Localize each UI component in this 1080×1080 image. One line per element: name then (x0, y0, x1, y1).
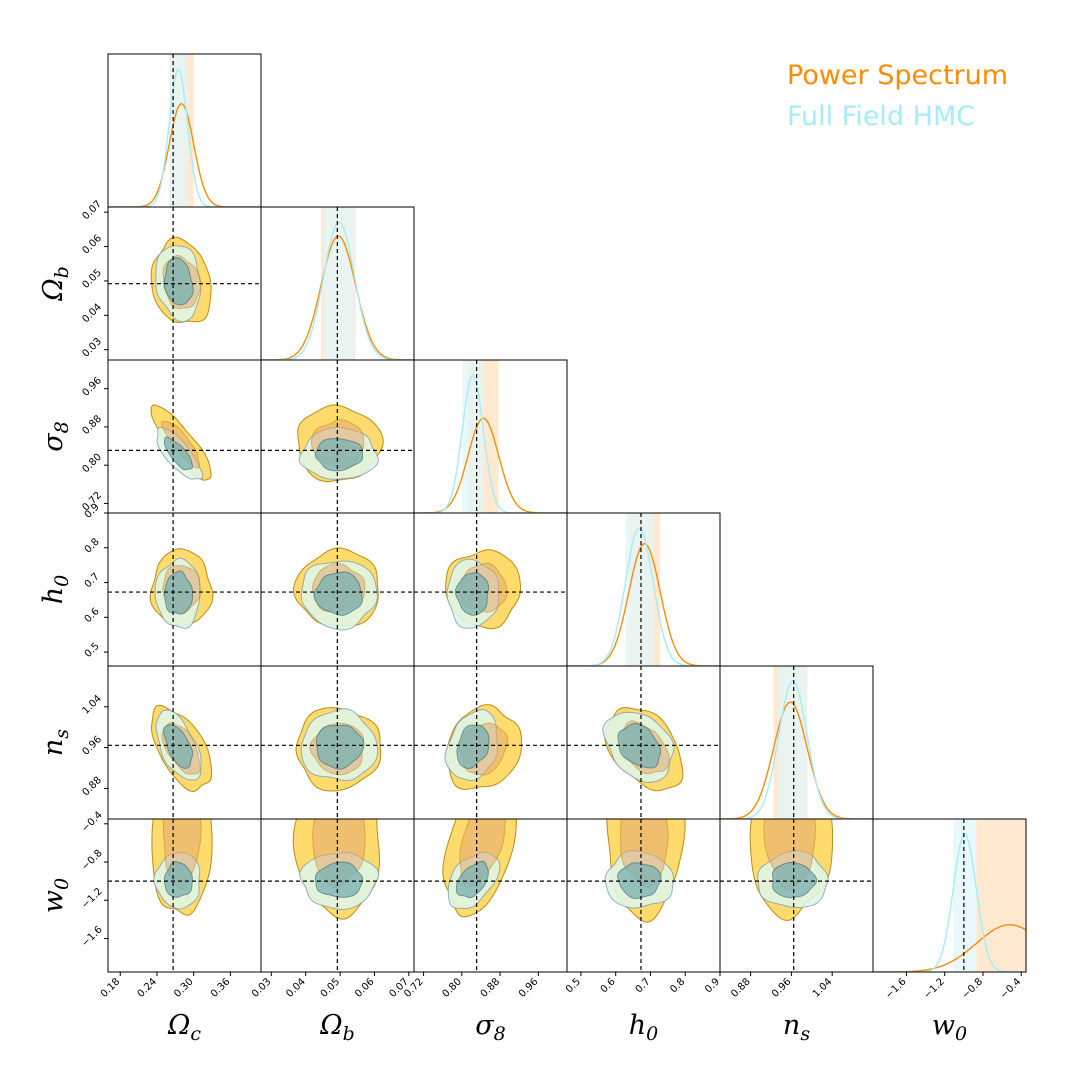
x-tick-label: −0.4 (998, 976, 1023, 1001)
panel-w0-σ8: 0.72 0.80 0.88 0.96 (402, 818, 568, 1000)
x-axis-label-Ωc: Ωc (167, 1010, 201, 1045)
contour-68-full-field-hmc (315, 724, 365, 770)
panel-σ8-Ωc: 0.720.800.880.96 (80, 359, 262, 514)
contour-68-full-field-hmc (163, 257, 194, 306)
contour-68-full-field-hmc (163, 861, 193, 898)
contour-68-full-field-hmc (313, 571, 363, 616)
panel-w0-h0: 0.5 0.6 0.7 0.8 0.9 (564, 818, 722, 995)
contour-68-full-field-hmc (164, 436, 193, 471)
legend-full-field-hmc: Full Field HMC (787, 101, 976, 132)
marginal-band-full-field-hmc (778, 666, 808, 819)
panel-w0-w0: −1.6 −1.2 −0.8 −0.4 (872, 818, 1027, 1001)
y-tick-label: 0.96 (80, 375, 104, 399)
panel-frame (872, 818, 1027, 973)
marginal-curve-full-field-hmc (414, 374, 567, 513)
x-tick-label: −0.8 (960, 976, 985, 1001)
y-tick-label: 0.07 (80, 199, 104, 223)
x-tick-label: 0.9 (703, 976, 722, 995)
marginal-band-power-spectrum (976, 819, 1026, 972)
marginal-curve-full-field-hmc (873, 833, 1026, 972)
contour-68-full-field-hmc (456, 724, 490, 770)
y-tick-label: 0.88 (80, 413, 104, 437)
panel-σ8-Ωb (260, 359, 415, 514)
panel-Ωb-Ωb (260, 206, 415, 361)
legend-power-spectrum: Power Spectrum (787, 60, 1009, 91)
x-tick-label: −1.2 (922, 976, 947, 1001)
panel-ns-Ωb (260, 665, 415, 820)
x-tick-label: 0.18 (99, 976, 123, 1000)
x-axis-label-Ωb: Ωb (319, 1010, 355, 1045)
x-tick-label: 0.7 (634, 976, 653, 995)
panel-h0-σ8 (413, 512, 568, 667)
y-tick-label: 0.8 (83, 536, 102, 555)
x-tick-label: 1.04 (811, 976, 835, 1000)
y-axis-label-w0: w0 (38, 878, 73, 913)
y-tick-label: 0.80 (80, 452, 104, 476)
x-tick-label: 0.05 (319, 976, 343, 1000)
x-tick-label: 0.88 (729, 976, 753, 1000)
marginal-curve-full-field-hmc (108, 68, 261, 207)
x-tick-label: 0.8 (668, 976, 687, 995)
y-tick-label: −1.2 (80, 886, 105, 911)
y-tick-label: 0.5 (83, 641, 102, 660)
marginal-band-full-field-hmc (169, 54, 188, 207)
y-tick-label: 0.7 (83, 571, 102, 590)
panel-w0-Ωc: 0.18 0.24 0.30 0.36 −1.6 −1.2 −0.8 −0.4 (80, 810, 262, 1000)
x-axis-label-w0: w0 (932, 1010, 967, 1045)
x-tick-label: 0.6 (599, 976, 618, 995)
x-tick-label: 0.96 (517, 976, 541, 1000)
y-axis-label-ns: ns (38, 729, 73, 756)
panel-ns-h0 (566, 665, 721, 820)
x-tick-label: 0.36 (209, 976, 233, 1000)
x-tick-label: 0.06 (353, 976, 377, 1000)
y-tick-label: 0.6 (83, 606, 102, 625)
y-tick-label: 1.04 (80, 693, 104, 717)
contour-68-full-field-hmc (455, 860, 489, 899)
panel-h0-Ωb (260, 512, 415, 667)
y-tick-label: 0.88 (80, 775, 104, 799)
x-tick-label: 0.80 (440, 976, 464, 1000)
x-axis-label-σ8: σ8 (475, 1010, 506, 1045)
y-axis-label-h0: h0 (38, 575, 73, 604)
panel-ns-ns (719, 665, 874, 820)
x-tick-label: 0.03 (250, 976, 274, 1000)
y-tick-label: 0.03 (80, 336, 104, 360)
panel-ns-Ωc: 0.88 0.96 1.04 (80, 665, 262, 820)
marginal-band-full-field-hmc (323, 207, 355, 360)
marginal-curve-power-spectrum (108, 103, 261, 207)
contour-68-full-field-hmc (454, 572, 489, 616)
x-tick-label: 0.96 (770, 976, 794, 1000)
y-tick-label: −0.8 (80, 848, 105, 873)
y-tick-label: 0.04 (80, 302, 104, 326)
y-axis-label-Ωb: Ωb (38, 266, 73, 302)
y-tick-label: 0.96 (80, 734, 104, 758)
panel-Ωc-Ωc (107, 53, 262, 208)
y-tick-label: 0.05 (80, 267, 104, 291)
x-tick-label: 0.04 (284, 976, 308, 1000)
contour-68-full-field-hmc (162, 724, 194, 769)
x-tick-label: 0.24 (136, 976, 160, 1000)
x-tick-label: 0.30 (172, 976, 196, 1000)
marginal-band-full-field-hmc (953, 819, 977, 972)
panel-h0-h0 (566, 512, 721, 667)
panel-σ8-σ8 (413, 359, 568, 514)
y-tick-label: −0.4 (80, 810, 105, 835)
panel-Ωb-Ωc: 0.03 0.04 0.05 0.06 0.07 (80, 199, 262, 361)
x-axis-label-h0: h0 (629, 1010, 658, 1045)
panel-ns-σ8 (413, 665, 568, 820)
y-tick-label: 0.06 (80, 233, 104, 257)
contour-68-full-field-hmc (771, 861, 818, 899)
contour-68-full-field-hmc (314, 438, 364, 472)
panel-w0-ns: 0.88 0.96 1.04 (719, 818, 874, 1000)
x-tick-label: 0.88 (479, 976, 503, 1000)
y-tick-label: −1.6 (80, 924, 105, 949)
x-axis-label-ns: ns (783, 1010, 810, 1045)
y-axis-label-σ8: σ8 (38, 421, 73, 452)
panel-h0-Ωc: 0.50.60.70.80.9 (83, 502, 262, 667)
contour-68-full-field-hmc (314, 861, 364, 898)
x-tick-label: −1.6 (884, 976, 909, 1001)
x-tick-label: 0.5 (564, 976, 583, 995)
